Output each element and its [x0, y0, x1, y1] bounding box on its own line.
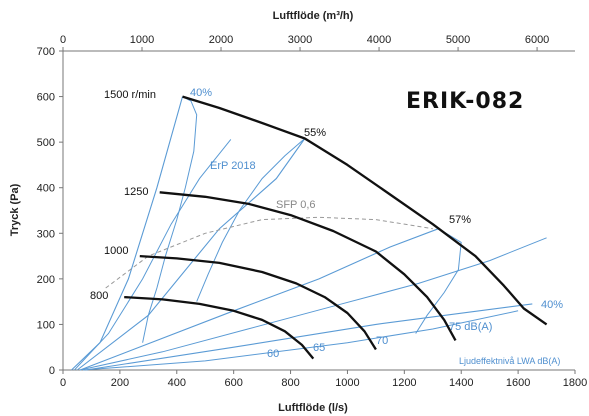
blue-lines-layer [71, 96, 547, 371]
speed-curve [159, 191, 457, 341]
x2-tick-label: 3000 [288, 34, 312, 46]
efficiency-line [71, 96, 184, 371]
y-tick-label: 300 [37, 228, 55, 240]
eff-label-57: 57% [449, 214, 471, 226]
system-curve [196, 138, 306, 302]
y-axis-title: Tryck (Pa) [9, 183, 21, 236]
system-curve [82, 310, 519, 371]
x-tick-label: 800 [281, 377, 299, 389]
y-tick-label: 400 [37, 183, 55, 195]
efficiency-line [76, 138, 306, 371]
x-tick-label: 0 [60, 377, 66, 389]
y-tick-label: 600 [37, 92, 55, 104]
x2-tick-label: 4000 [367, 34, 391, 46]
system-curve [74, 139, 232, 371]
system-curve [142, 96, 198, 343]
speed-curves-layer [124, 95, 548, 360]
x2-axis-title: Luftflöde (m³/h) [273, 10, 354, 22]
speed-curve [124, 295, 315, 360]
x2-tick-label: 1000 [130, 34, 154, 46]
x-tick-label: 1600 [506, 377, 530, 389]
sound-70: 70 [376, 335, 388, 347]
speed-curve [139, 254, 377, 351]
x-tick-label: 1800 [563, 377, 587, 389]
x-tick-label: 1000 [335, 377, 359, 389]
sound-axis-label: Ljudeffektnivå LWA dB(A) [459, 356, 560, 366]
plot-frame [62, 50, 575, 371]
label-1000: 1000 [104, 245, 128, 257]
x-tick-label: 400 [168, 377, 186, 389]
sfp-curve [105, 216, 433, 289]
label-800: 800 [90, 290, 108, 302]
erp-label: ErP 2018 [210, 160, 256, 172]
efficiency-line [85, 303, 533, 371]
y-tick-label: 0 [49, 365, 55, 377]
x2-tick-label: 0 [60, 34, 66, 46]
y-tick-label: 100 [37, 319, 55, 331]
x-tick-label: 1200 [392, 377, 416, 389]
y-tick-label: 700 [37, 46, 55, 58]
system-curve [79, 237, 547, 371]
x-tick-label: 600 [224, 377, 242, 389]
y-tick-label: 200 [37, 274, 55, 286]
sound-65: 65 [313, 342, 325, 354]
sfp-layer [105, 216, 433, 289]
x-axis-title: Luftflöde (l/s) [278, 402, 348, 414]
sound-75: 75 dB(A) [449, 321, 492, 333]
ticks-layer: 0 200 400 600 800 1000 1200 1400 1600 18000100200… [37, 34, 588, 389]
y-tick-label: 500 [37, 137, 55, 149]
model-id: ERIK-082 [406, 89, 524, 114]
x2-tick-label: 5000 [446, 34, 470, 46]
efficiency-line [79, 228, 439, 371]
label-1250: 1250 [124, 186, 148, 198]
x-tick-label: 200 [111, 377, 129, 389]
label-1500: 1500 r/min [104, 89, 156, 101]
x2-tick-label: 6000 [525, 34, 549, 46]
sfp-label: SFP 0,6 [276, 199, 316, 211]
system-curve [415, 228, 462, 334]
eff-label-55: 55% [304, 127, 326, 139]
sound-60: 60 [267, 348, 279, 360]
speed-curve [182, 95, 548, 326]
eff-label-40-top: 40% [190, 87, 212, 99]
x-tick-label: 1400 [449, 377, 473, 389]
x2-tick-label: 2000 [209, 34, 233, 46]
eff-label-40-right: 40% [541, 299, 563, 311]
